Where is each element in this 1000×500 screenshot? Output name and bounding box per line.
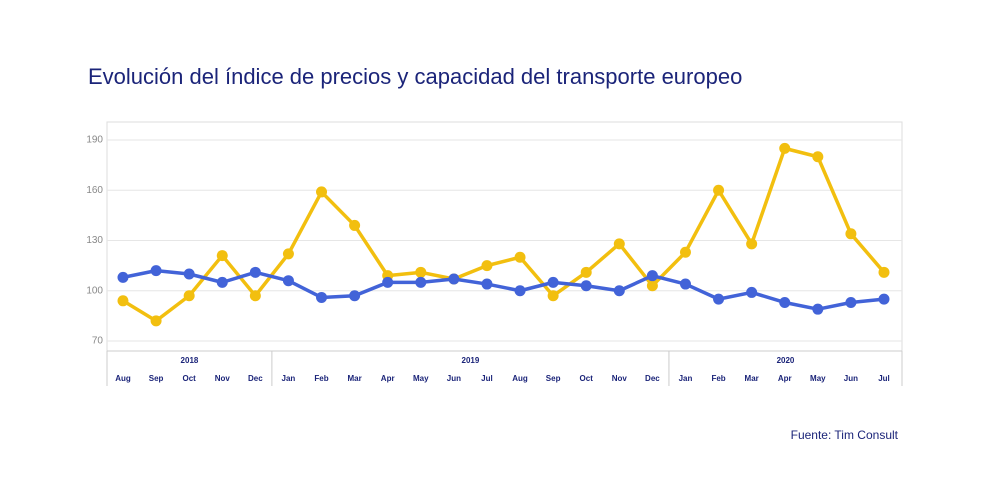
series-line [122, 268, 885, 311]
data-point [349, 219, 361, 231]
data-point [547, 290, 559, 302]
data-point [812, 151, 824, 163]
data-point [183, 290, 195, 302]
x-tick-label: Apr [381, 374, 395, 383]
x-tick-label: Feb [711, 374, 725, 383]
x-group-label: 2020 [777, 356, 795, 365]
data-point [679, 278, 691, 290]
data-point [117, 271, 129, 283]
data-point [878, 293, 890, 305]
x-tick-label: Nov [612, 374, 628, 383]
x-tick-label: Dec [645, 374, 660, 383]
data-point [415, 276, 427, 288]
data-point [812, 303, 824, 315]
data-point [779, 142, 791, 154]
x-tick-label: Nov [215, 374, 231, 383]
x-tick-label: Jul [878, 374, 890, 383]
data-point [316, 291, 328, 303]
data-point [613, 238, 625, 250]
x-tick-label: Apr [778, 374, 792, 383]
data-point [514, 251, 526, 263]
data-point [580, 280, 592, 292]
data-point [746, 238, 758, 250]
data-point [382, 276, 394, 288]
source-note: Fuente: Tim Consult [791, 428, 899, 442]
x-group-label: 2018 [181, 356, 199, 365]
data-point [845, 228, 857, 240]
x-tick-label: Jul [481, 374, 493, 383]
data-point [282, 248, 294, 260]
x-tick-label: Dec [248, 374, 263, 383]
data-point [117, 295, 129, 307]
y-tick-label: 190 [86, 135, 103, 146]
x-tick-label: Sep [149, 374, 164, 383]
x-tick-label: Feb [314, 374, 328, 383]
data-point [183, 268, 195, 280]
data-point [580, 266, 592, 278]
data-point [448, 273, 460, 285]
y-tick-label: 160 [86, 185, 103, 196]
data-point [249, 266, 261, 278]
data-point [249, 290, 261, 302]
chart-title: Evolución del índice de precios y capaci… [88, 64, 742, 89]
x-tick-label: Jan [679, 374, 693, 383]
x-tick-label: May [810, 374, 826, 383]
data-point [779, 296, 791, 308]
x-tick-label: Aug [115, 374, 131, 383]
x-tick-label: Jun [844, 374, 858, 383]
x-tick-label: Jan [282, 374, 296, 383]
data-point [713, 184, 725, 196]
data-point [282, 275, 294, 287]
data-point [746, 286, 758, 298]
data-point [845, 296, 857, 308]
data-point [150, 265, 162, 277]
data-point [216, 276, 228, 288]
data-point [679, 246, 691, 258]
data-point [613, 285, 625, 297]
x-tick-label: Oct [580, 374, 594, 383]
x-tick-label: Mar [347, 374, 361, 383]
x-tick-label: Oct [183, 374, 197, 383]
x-tick-label: May [413, 374, 429, 383]
x-tick-label: Jun [447, 374, 461, 383]
x-tick-label: Mar [745, 374, 759, 383]
data-point [646, 280, 658, 292]
data-point [415, 266, 427, 278]
x-tick-label: Aug [512, 374, 528, 383]
data-point [481, 260, 493, 272]
x-tick-label: Sep [546, 374, 561, 383]
data-point [646, 270, 658, 282]
data-point [349, 290, 361, 302]
y-tick-label: 130 [86, 235, 103, 246]
y-tick-label: 100 [86, 285, 103, 296]
data-point [514, 285, 526, 297]
x-group-label: 2019 [462, 356, 480, 365]
series-line [122, 146, 886, 323]
y-tick-label: 70 [92, 336, 104, 347]
data-point [150, 315, 162, 327]
data-point [878, 266, 890, 278]
data-point [316, 186, 328, 198]
data-point [547, 276, 559, 288]
data-point [481, 278, 493, 290]
data-point [713, 293, 725, 305]
data-point [216, 250, 228, 262]
